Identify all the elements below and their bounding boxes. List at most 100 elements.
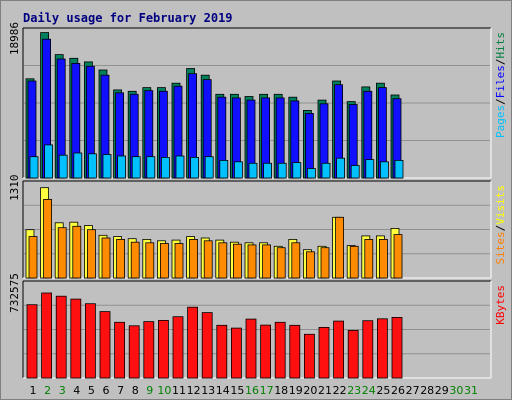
bar-pages-day-16 bbox=[248, 162, 258, 179]
bar-kbytes-day-24 bbox=[362, 320, 374, 379]
bar-pages-day-21 bbox=[321, 162, 331, 179]
bar-kbytes-day-14 bbox=[216, 324, 228, 379]
day-label-25: 25 bbox=[376, 384, 390, 397]
bar-sites-day-8 bbox=[130, 241, 140, 279]
day-label-31: 31 bbox=[464, 384, 478, 397]
bar-kbytes-day-9 bbox=[143, 321, 155, 379]
day-label-5: 5 bbox=[88, 384, 95, 397]
bar-sites-day-14 bbox=[218, 242, 228, 279]
bar-pages-day-3 bbox=[58, 154, 68, 179]
day-label-8: 8 bbox=[132, 384, 139, 397]
bar-sites-day-1 bbox=[28, 236, 38, 279]
bar-pages-day-10 bbox=[160, 156, 170, 179]
bar-pages-day-14 bbox=[219, 159, 229, 179]
legend-visits: Visits bbox=[494, 185, 507, 225]
day-label-2: 2 bbox=[44, 384, 51, 397]
bar-kbytes-day-13 bbox=[201, 312, 213, 379]
visits-panel-ymax-label: 1310 bbox=[8, 174, 21, 201]
bar-pages-day-7 bbox=[117, 155, 126, 179]
bar-kbytes-day-19 bbox=[289, 324, 301, 379]
bar-pages-day-13 bbox=[204, 156, 214, 179]
bar-kbytes-day-25 bbox=[376, 318, 388, 379]
bar-sites-day-23 bbox=[349, 245, 359, 279]
bar-pages-day-9 bbox=[146, 156, 156, 179]
day-label-19: 19 bbox=[289, 384, 303, 397]
kbytes-panel-legend: KBytes bbox=[494, 285, 507, 325]
bar-kbytes-day-5 bbox=[85, 303, 96, 379]
legend-files: Files bbox=[494, 65, 507, 98]
bar-kbytes-day-7 bbox=[114, 321, 125, 379]
bar-pages-day-23 bbox=[350, 165, 360, 179]
bar-sites-day-3 bbox=[57, 227, 67, 279]
bar-kbytes-day-18 bbox=[274, 321, 286, 379]
day-label-26: 26 bbox=[391, 384, 405, 397]
bar-sites-day-2 bbox=[43, 198, 52, 279]
bar-kbytes-day-16 bbox=[245, 318, 257, 379]
bar-pages-day-22 bbox=[336, 157, 346, 179]
bar-pages-day-19 bbox=[292, 162, 302, 179]
day-label-10: 10 bbox=[157, 384, 171, 397]
visits-panel-legend: Sites/Visits bbox=[494, 185, 507, 265]
bar-sites-day-17 bbox=[262, 244, 272, 279]
legend-sites: Sites bbox=[494, 231, 507, 264]
bar-sites-day-26 bbox=[393, 234, 403, 279]
bar-sites-day-6 bbox=[101, 237, 111, 279]
day-label-9: 9 bbox=[146, 384, 153, 397]
kbytes-panel-ymax-label: 732575 bbox=[8, 273, 21, 313]
day-label-30: 30 bbox=[449, 384, 463, 397]
day-label-24: 24 bbox=[362, 384, 376, 397]
bar-sites-day-15 bbox=[232, 243, 242, 279]
day-label-13: 13 bbox=[201, 384, 215, 397]
bar-pages-day-8 bbox=[131, 156, 141, 179]
bar-kbytes-day-8 bbox=[128, 325, 140, 379]
bar-kbytes-day-3 bbox=[55, 295, 67, 379]
bar-sites-day-18 bbox=[276, 247, 286, 279]
day-label-12: 12 bbox=[187, 384, 201, 397]
bar-sites-day-5 bbox=[87, 229, 96, 279]
bar-sites-day-21 bbox=[320, 247, 330, 279]
bar-pages-day-2 bbox=[44, 144, 53, 179]
bar-kbytes-day-6 bbox=[99, 311, 111, 379]
bar-pages-day-6 bbox=[102, 154, 112, 179]
bar-pages-day-5 bbox=[88, 153, 97, 179]
day-label-6: 6 bbox=[103, 384, 110, 397]
bar-kbytes-day-10 bbox=[157, 319, 169, 379]
day-label-11: 11 bbox=[172, 384, 186, 397]
legend-kbytes: KBytes bbox=[494, 285, 507, 325]
day-label-3: 3 bbox=[59, 384, 66, 397]
bar-sites-day-25 bbox=[378, 238, 388, 279]
bar-kbytes-day-17 bbox=[260, 324, 272, 379]
bar-kbytes-day-15 bbox=[230, 327, 242, 379]
day-label-28: 28 bbox=[420, 384, 434, 397]
bar-pages-day-4 bbox=[73, 152, 83, 179]
day-label-16: 16 bbox=[245, 384, 259, 397]
bar-sites-day-12 bbox=[189, 238, 199, 279]
bar-kbytes-day-11 bbox=[172, 316, 184, 379]
hits-panel-legend-sep: / bbox=[494, 98, 507, 105]
bar-pages-day-24 bbox=[365, 159, 375, 179]
bar-pages-day-20 bbox=[306, 168, 316, 179]
bar-sites-day-9 bbox=[145, 242, 155, 279]
bar-kbytes-day-1 bbox=[26, 304, 38, 379]
day-label-27: 27 bbox=[406, 384, 420, 397]
chart-title: Daily usage for February 2019 bbox=[23, 11, 233, 25]
visits-panel-legend-sep: / bbox=[494, 225, 507, 232]
day-label-20: 20 bbox=[303, 384, 317, 397]
bar-pages-day-26 bbox=[394, 159, 404, 179]
legend-pages: Pages bbox=[494, 105, 507, 138]
bar-pages-day-1 bbox=[29, 156, 39, 179]
day-label-1: 1 bbox=[30, 384, 37, 397]
day-label-29: 29 bbox=[435, 384, 449, 397]
hits-panel-legend-sep: / bbox=[494, 59, 507, 66]
legend-hits: Hits bbox=[494, 32, 507, 59]
hits-panel-legend: Pages/Files/Hits bbox=[494, 32, 507, 138]
bar-kbytes-day-23 bbox=[347, 329, 359, 379]
day-label-15: 15 bbox=[230, 384, 244, 397]
day-label-18: 18 bbox=[274, 384, 288, 397]
day-label-14: 14 bbox=[216, 384, 230, 397]
bar-kbytes-day-20 bbox=[303, 333, 315, 379]
bar-sites-day-11 bbox=[174, 243, 184, 279]
bar-sites-day-7 bbox=[116, 238, 125, 279]
